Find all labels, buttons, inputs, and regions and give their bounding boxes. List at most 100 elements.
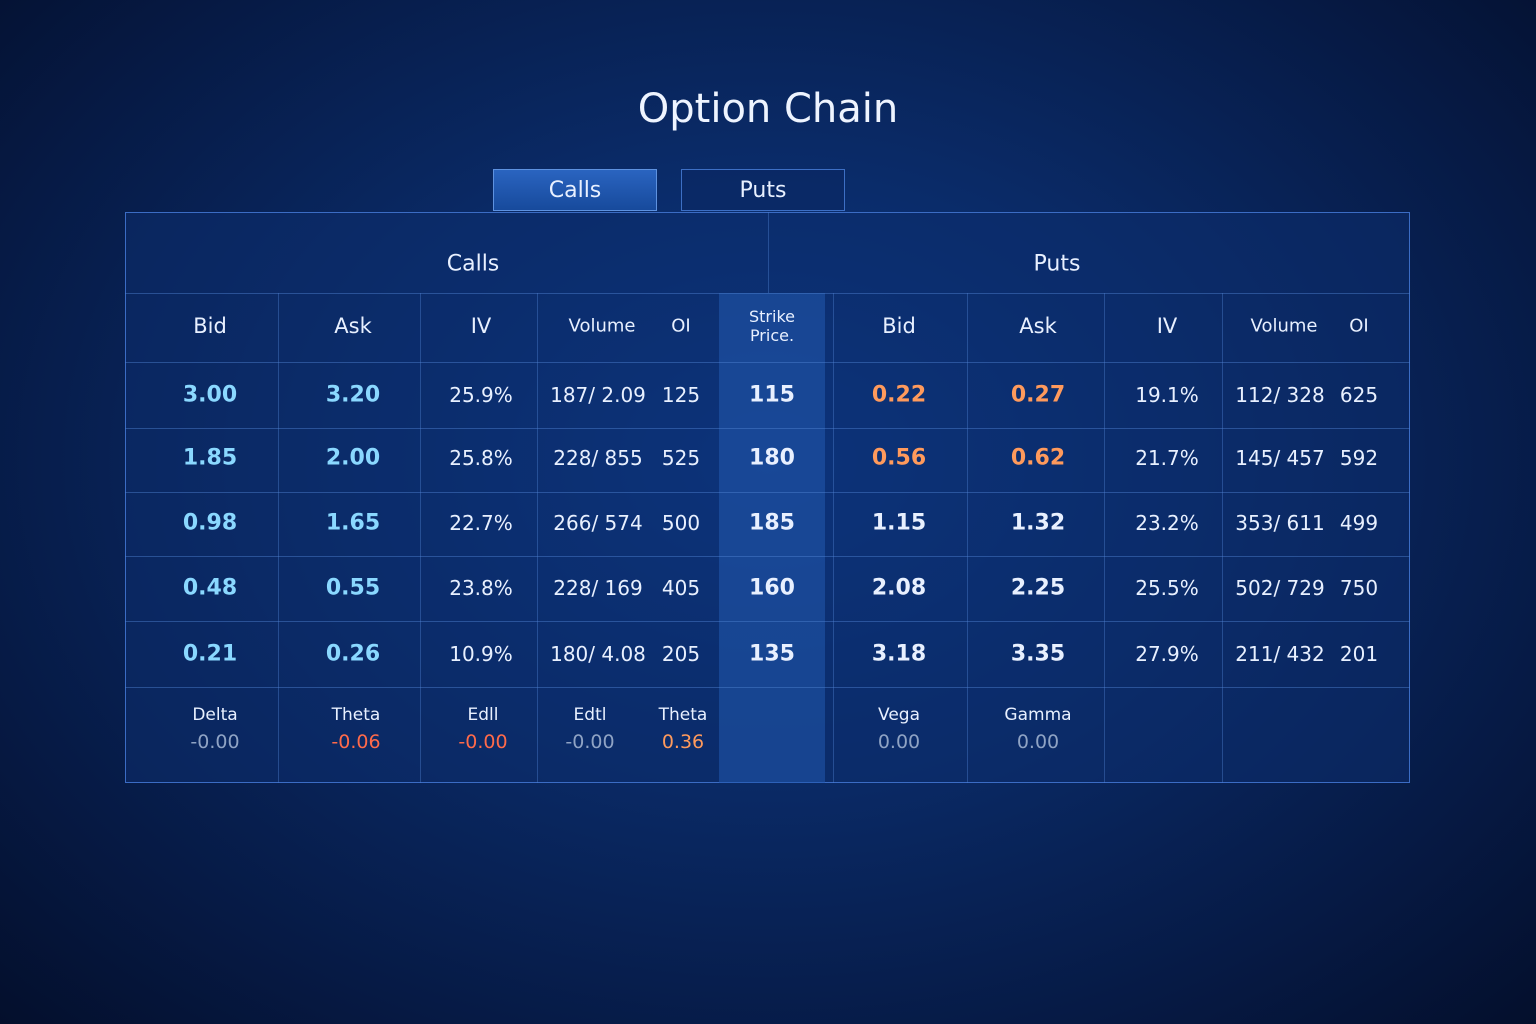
greek-value: -0.00 bbox=[190, 731, 240, 753]
cell: 187/ 2.09 bbox=[550, 383, 646, 407]
cell: 0.48 bbox=[182, 575, 238, 601]
greek-label: Edll bbox=[467, 705, 499, 725]
cell: 180/ 4.08 bbox=[550, 642, 646, 666]
column-header: Strike Price. bbox=[749, 307, 795, 345]
cell: 750 bbox=[1339, 576, 1379, 600]
cell: 0.22 bbox=[871, 382, 927, 408]
cell: 0.26 bbox=[325, 641, 381, 667]
col-divider bbox=[1222, 293, 1223, 783]
cell: 135 bbox=[749, 641, 795, 667]
row-divider bbox=[125, 428, 1410, 429]
cell: 160 bbox=[749, 575, 795, 601]
column-header: Volume bbox=[568, 315, 636, 337]
column-header: Bid bbox=[882, 314, 916, 338]
cell: 21.7% bbox=[1135, 446, 1199, 470]
cell: 3.35 bbox=[1010, 641, 1066, 667]
cell: 405 bbox=[661, 576, 701, 600]
cell: 125 bbox=[661, 383, 701, 407]
greek-label: Edtl bbox=[573, 705, 607, 725]
cell: 10.9% bbox=[449, 642, 513, 666]
cell: 0.27 bbox=[1010, 382, 1066, 408]
col-divider bbox=[420, 293, 421, 783]
greek-value: -0.00 bbox=[565, 731, 615, 753]
cell: 3.00 bbox=[182, 382, 238, 408]
cell: 266/ 574 bbox=[553, 511, 643, 535]
cell: 228/ 169 bbox=[553, 576, 643, 600]
column-header: Ask bbox=[1019, 314, 1057, 338]
tab[interactable]: Puts bbox=[681, 169, 845, 211]
cell: 211/ 432 bbox=[1235, 642, 1325, 666]
cell: 500 bbox=[661, 511, 701, 535]
cell: 502/ 729 bbox=[1235, 576, 1325, 600]
page-title: Option Chain bbox=[637, 86, 899, 132]
cell: 353/ 611 bbox=[1235, 511, 1325, 535]
group-divider bbox=[768, 212, 769, 293]
row-divider bbox=[125, 687, 1410, 688]
cell: 180 bbox=[749, 445, 795, 471]
column-header: OI bbox=[1349, 315, 1369, 337]
cell: 625 bbox=[1339, 383, 1379, 407]
greek-value: 0.00 bbox=[1016, 731, 1060, 753]
greek-label: Theta bbox=[658, 705, 708, 725]
cell: 2.00 bbox=[325, 445, 381, 471]
cell: 2.08 bbox=[871, 575, 927, 601]
cell: 0.56 bbox=[871, 445, 927, 471]
cell: 228/ 855 bbox=[553, 446, 643, 470]
greek-value: 0.36 bbox=[661, 731, 705, 753]
row-divider bbox=[125, 556, 1410, 557]
column-header: Ask bbox=[334, 314, 372, 338]
group-header: Calls bbox=[446, 251, 500, 277]
column-header: IV bbox=[470, 314, 492, 338]
column-header: Bid bbox=[193, 314, 227, 338]
row-divider bbox=[125, 621, 1410, 622]
greek-value: 0.00 bbox=[877, 731, 921, 753]
cell: 25.5% bbox=[1135, 576, 1199, 600]
col-divider bbox=[537, 293, 538, 783]
greek-label: Vega bbox=[878, 705, 920, 725]
cell: 23.2% bbox=[1135, 511, 1199, 535]
cell: 499 bbox=[1339, 511, 1379, 535]
cell: 185 bbox=[749, 510, 795, 536]
cell: 1.32 bbox=[1010, 510, 1066, 536]
cell: 205 bbox=[661, 642, 701, 666]
cell: 525 bbox=[661, 446, 701, 470]
cell: 3.20 bbox=[325, 382, 381, 408]
cell: 0.62 bbox=[1010, 445, 1066, 471]
cell: 1.85 bbox=[182, 445, 238, 471]
cell: 1.15 bbox=[871, 510, 927, 536]
greek-value: -0.00 bbox=[458, 731, 508, 753]
group-header: Puts bbox=[1033, 251, 1081, 277]
cell: 22.7% bbox=[449, 511, 513, 535]
row-divider bbox=[125, 362, 1410, 363]
col-divider bbox=[967, 293, 968, 783]
greek-label: Delta bbox=[192, 705, 238, 725]
col-divider bbox=[1104, 293, 1105, 783]
cell: 145/ 457 bbox=[1235, 446, 1325, 470]
greek-label: Theta bbox=[331, 705, 381, 725]
cell: 27.9% bbox=[1135, 642, 1199, 666]
cell: 0.21 bbox=[182, 641, 238, 667]
col-divider bbox=[278, 293, 279, 783]
row-divider bbox=[125, 492, 1410, 493]
strike-column bbox=[719, 293, 825, 783]
greek-value: -0.06 bbox=[331, 731, 381, 753]
cell: 19.1% bbox=[1135, 383, 1199, 407]
tab[interactable]: Calls bbox=[493, 169, 657, 211]
column-header: OI bbox=[671, 315, 691, 337]
column-header: IV bbox=[1156, 314, 1178, 338]
cell: 115 bbox=[749, 382, 795, 408]
cell: 25.8% bbox=[449, 446, 513, 470]
cell: 112/ 328 bbox=[1235, 383, 1325, 407]
cell: 592 bbox=[1339, 446, 1379, 470]
cell: 3.18 bbox=[871, 641, 927, 667]
column-header: Volume bbox=[1250, 315, 1318, 337]
cell: 23.8% bbox=[449, 576, 513, 600]
cell: 25.9% bbox=[449, 383, 513, 407]
row-divider bbox=[125, 293, 1410, 294]
cell: 2.25 bbox=[1010, 575, 1066, 601]
col-divider bbox=[833, 293, 834, 783]
cell: 0.98 bbox=[182, 510, 238, 536]
cell: 0.55 bbox=[325, 575, 381, 601]
cell: 201 bbox=[1339, 642, 1379, 666]
